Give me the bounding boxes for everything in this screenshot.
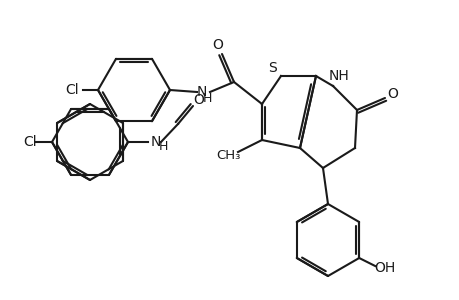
Text: O: O [193, 93, 204, 107]
Text: O: O [387, 87, 397, 101]
Text: S: S [268, 61, 277, 75]
Text: N: N [196, 85, 207, 99]
Text: NH: NH [328, 69, 349, 83]
Text: Cl: Cl [65, 83, 78, 97]
Text: H: H [202, 92, 211, 104]
Text: Cl: Cl [23, 135, 37, 149]
Text: OH: OH [374, 261, 395, 275]
Text: CH₃: CH₃ [215, 148, 240, 161]
Text: N: N [151, 135, 161, 149]
Text: H: H [158, 140, 168, 152]
Text: O: O [212, 38, 223, 52]
